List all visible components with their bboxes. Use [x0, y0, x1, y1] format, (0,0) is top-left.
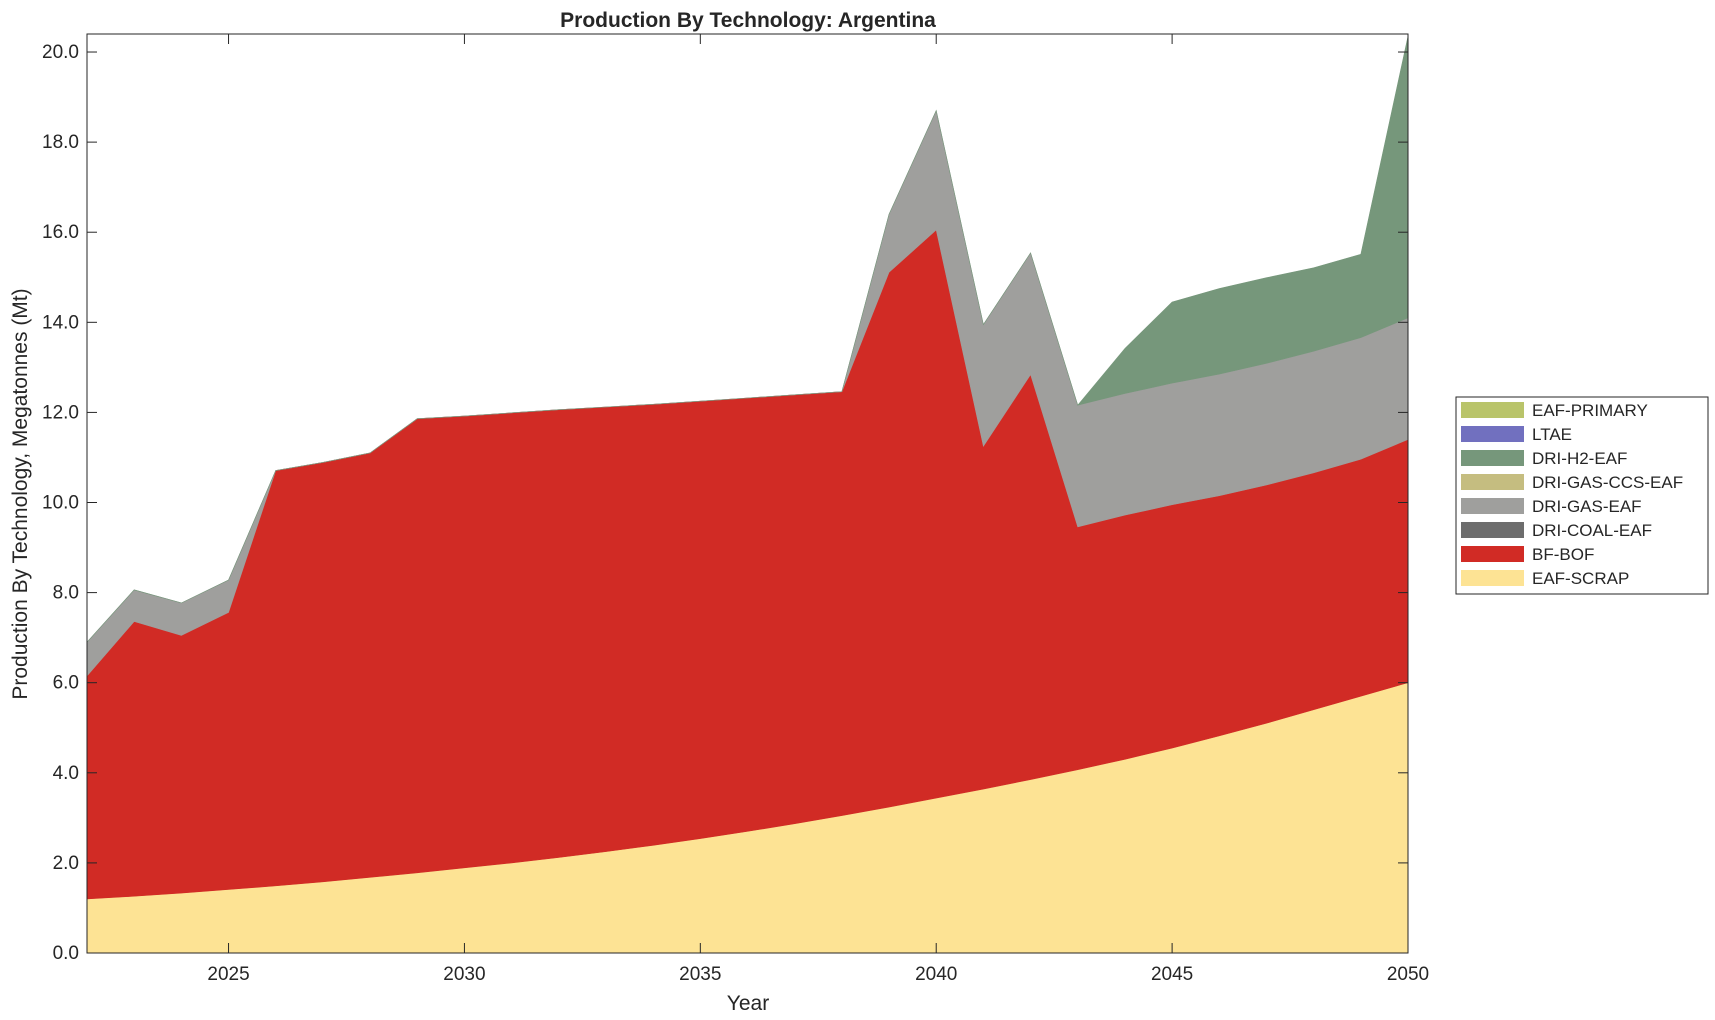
legend-item-dri-gas-ccs-eaf: DRI-GAS-CCS-EAF: [1461, 473, 1683, 492]
legend-swatch: [1461, 570, 1524, 586]
y-tick-label: 4.0: [53, 763, 79, 784]
y-tick-label: 8.0: [53, 583, 79, 604]
legend: EAF-PRIMARY LTAE DRI-H2-EAF DRI-GAS-CCS-EAF…: [1455, 396, 1709, 595]
chart-title: Production By Technology: Argentina: [560, 9, 936, 32]
legend-swatch: [1461, 402, 1524, 418]
legend-label: LTAE: [1532, 425, 1572, 444]
legend-item-dri-h2-eaf: DRI-H2-EAF: [1461, 449, 1627, 468]
x-tick-label: 2050: [1387, 964, 1429, 985]
y-tick-label: 10.0: [42, 493, 79, 514]
y-tick-label: 20.0: [42, 42, 79, 63]
y-tick-label: 12.0: [42, 402, 79, 423]
legend-swatch: [1461, 498, 1524, 514]
x-tick-labels: 2025 2030 2035 2040 2045 2050: [207, 964, 1429, 985]
x-tick-label: 2040: [915, 964, 957, 985]
legend-label: DRI-H2-EAF: [1532, 449, 1627, 468]
y-tick-labels: 0.0 2.0 4.0 6.0 8.0 10.0 12.0 14.0 16.0 18.0 20.0: [42, 42, 79, 964]
legend-item-eaf-scrap: EAF-SCRAP: [1461, 569, 1629, 588]
legend-label: BF-BOF: [1532, 545, 1594, 564]
legend-swatch: [1461, 474, 1524, 490]
y-tick-label: 2.0: [53, 853, 79, 874]
legend-item-dri-coal-eaf: DRI-COAL-EAF: [1461, 521, 1652, 540]
legend-label: DRI-GAS-CCS-EAF: [1532, 473, 1683, 492]
y-tick-label: 16.0: [42, 222, 79, 243]
legend-items: EAF-PRIMARY LTAE DRI-H2-EAF DRI-GAS-CCS-EAF…: [1461, 401, 1683, 588]
legend-label: DRI-COAL-EAF: [1532, 521, 1652, 540]
legend-label: EAF-SCRAP: [1532, 569, 1629, 588]
legend-swatch: [1461, 546, 1524, 562]
x-tick-label: 2045: [1151, 964, 1193, 985]
legend-label: DRI-GAS-EAF: [1532, 497, 1642, 516]
x-tick-label: 2030: [443, 964, 485, 985]
y-tick-label: 18.0: [42, 132, 79, 153]
legend-item-ltae: LTAE: [1461, 425, 1572, 444]
y-tick-label: 14.0: [42, 312, 79, 333]
legend-item-dri-gas-eaf: DRI-GAS-EAF: [1461, 497, 1642, 516]
legend-swatch: [1461, 426, 1524, 442]
legend-item-bf-bof: BF-BOF: [1461, 545, 1594, 564]
plot-area: [86, 33, 1409, 954]
x-tick-label: 2035: [679, 964, 721, 985]
legend-item-eaf-primary: EAF-PRIMARY: [1461, 401, 1648, 420]
legend-swatch: [1461, 450, 1524, 466]
y-tick-label: 0.0: [53, 943, 79, 964]
x-tick-label: 2025: [207, 964, 249, 985]
legend-swatch: [1461, 522, 1524, 538]
area-layers: [86, 36, 1409, 954]
legend-label: EAF-PRIMARY: [1532, 401, 1648, 420]
y-tick-label: 6.0: [53, 673, 79, 694]
axes-box: [86, 33, 1409, 954]
y-axis-label: Production By Technology, Megatonnes (Mt…: [9, 288, 32, 699]
x-axis-label: Year: [727, 992, 769, 1015]
